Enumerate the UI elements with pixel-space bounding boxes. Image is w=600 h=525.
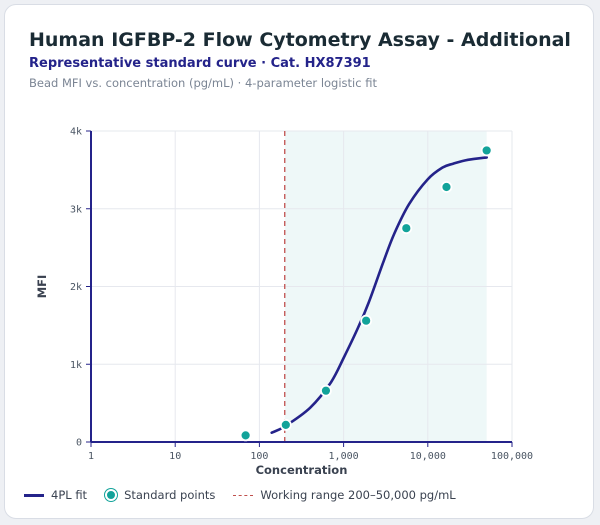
point-swatch: [105, 489, 118, 501]
x-tick-label: 1: [88, 451, 94, 462]
chart-title: Human IGFBP-2 Flow Cytometry Assay - Add…: [29, 29, 571, 51]
fit-line-swatch: [24, 493, 44, 497]
y-tick-label: 1k: [70, 360, 82, 371]
standard-point: [279, 418, 292, 431]
y-tick-label: 3k: [70, 204, 82, 215]
legend-item-points: Standard points: [105, 488, 215, 502]
y-axis-title: MFI: [35, 275, 49, 299]
standard-points-group: [239, 144, 493, 442]
legend-label-points: Standard points: [124, 488, 216, 502]
standard-point: [360, 314, 373, 327]
axes: [86, 130, 513, 447]
legend-item-fit: 4PL fit: [24, 488, 87, 502]
chart-subtitle: Representative standard curve · Cat. HX8…: [29, 56, 371, 71]
standard-point: [320, 384, 332, 397]
standard-point: [239, 429, 252, 442]
legend-item-range: Working range 200–50,000 pg/mL: [233, 488, 456, 502]
grid-lines: [91, 130, 513, 442]
legend: 4PL fit Standard points Working range 20…: [24, 488, 456, 502]
standard-point: [480, 144, 493, 157]
fit-curve: [270, 156, 488, 434]
tick-labels: 1 10 100 1,000 10,000 100,000 0 1k 2k 3k 4k: [70, 127, 533, 463]
y-tick-label: 4k: [70, 127, 82, 138]
x-tick-label: 10: [169, 451, 181, 462]
standard-point: [440, 181, 453, 193]
chart-caption: Bead MFI vs. concentration (pg/mL) · 4-p…: [29, 76, 377, 90]
legend-label-range: Working range 200–50,000 pg/mL: [260, 488, 456, 502]
x-tick-label: 100: [250, 451, 268, 462]
standard-point: [400, 222, 413, 235]
x-tick-label: 10,000: [410, 451, 446, 462]
y-tick-label: 0: [76, 438, 82, 449]
x-tick-label: 1,000: [329, 451, 359, 462]
legend-label-fit: 4PL fit: [51, 488, 88, 502]
fit-curve-group: [270, 156, 488, 434]
x-axis-title: Concentration: [256, 463, 348, 477]
range-line-swatch: [233, 494, 254, 496]
y-tick-label: 2k: [70, 282, 82, 293]
x-tick-label: 100,000: [491, 451, 533, 462]
